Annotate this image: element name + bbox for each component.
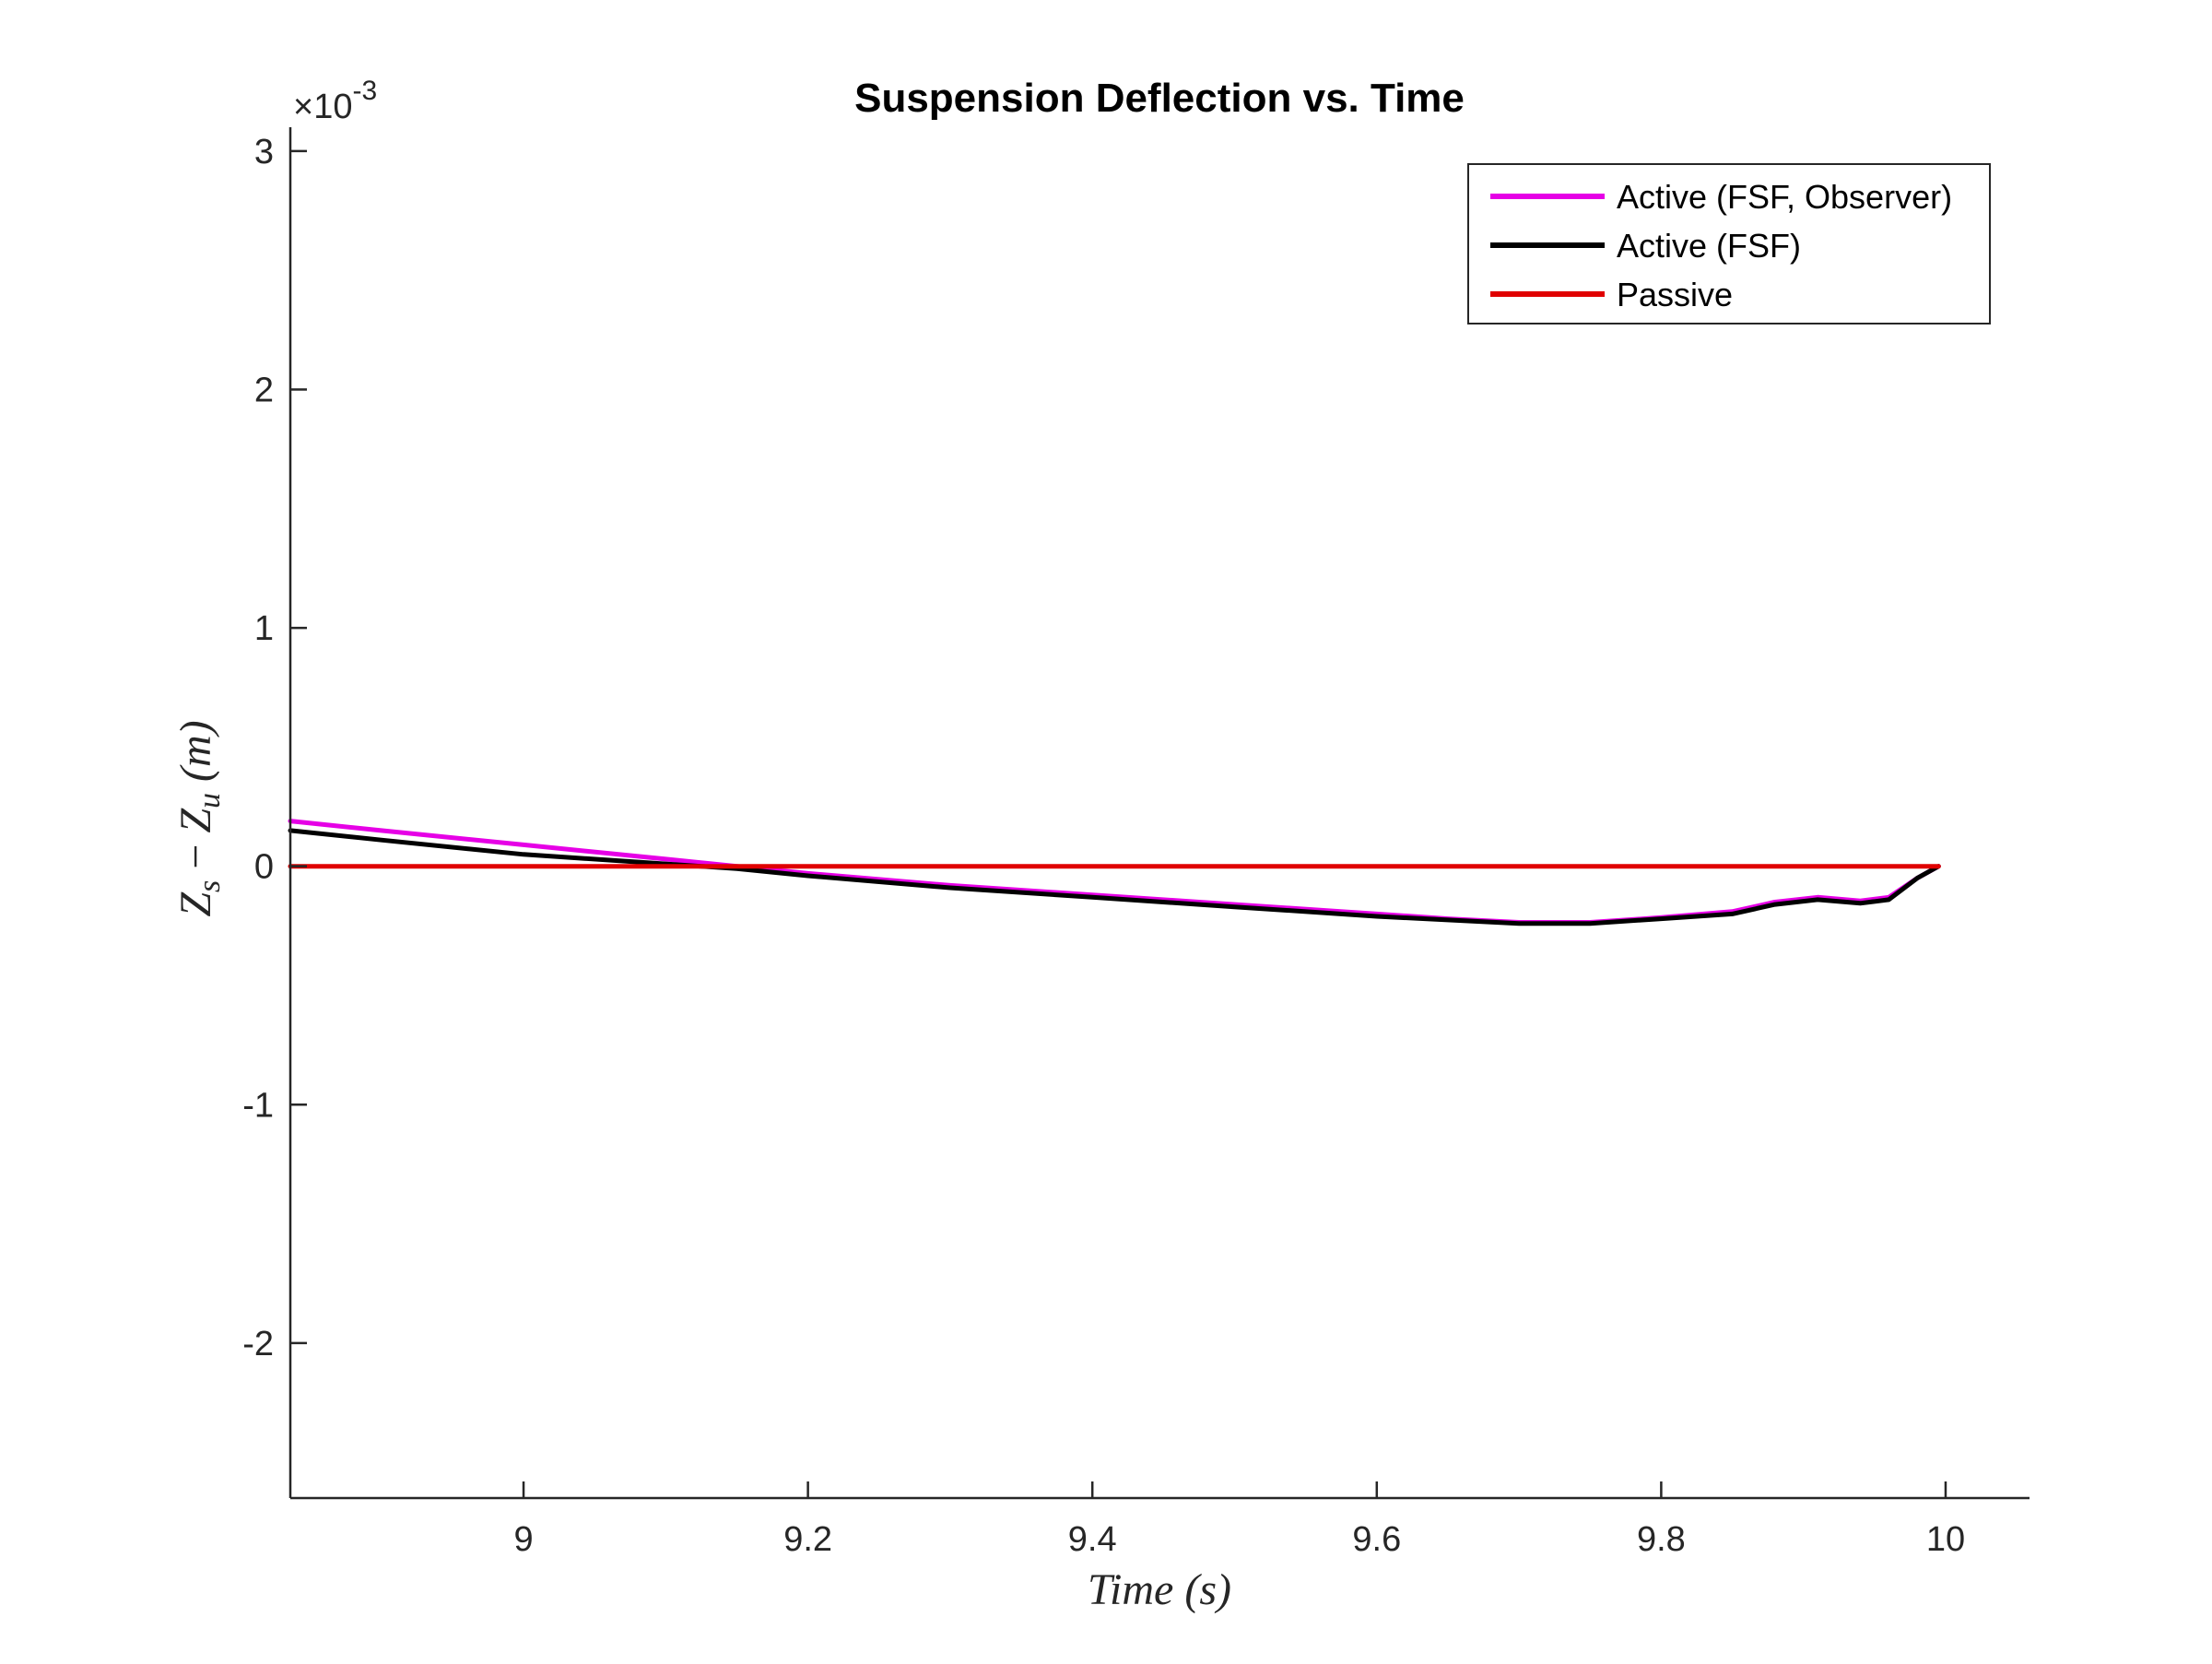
y-axis-label: Zs − Zu (m) (171, 720, 227, 916)
y-exponent: ×10-3 (293, 76, 377, 126)
y-exponent-prefix: ×10 (293, 88, 352, 126)
y-tick-label: 2 (254, 371, 274, 409)
y-label-z1: Z (171, 891, 220, 917)
y-tick-label: 0 (254, 848, 274, 887)
x-tick-label: 10 (1926, 1520, 1965, 1559)
x-tick-label: 9.2 (783, 1520, 832, 1559)
y-tick-label: 3 (254, 133, 274, 171)
y-exponent-power: -3 (352, 76, 377, 106)
x-axis-label: Time (s) (1088, 1565, 1231, 1614)
series-layer (288, 819, 1941, 926)
y-ticks: -2 -1 0 1 2 3 (242, 133, 307, 1363)
y-tick-label: -2 (242, 1325, 274, 1363)
legend-label-fsf: Active (FSF) (1617, 227, 1801, 265)
legend: Active (FSF, Observer) Active (FSF) Pass… (1467, 163, 1991, 325)
y-tick-label: -1 (242, 1086, 274, 1125)
x-tick-label: 9.8 (1637, 1520, 1686, 1559)
y-label-sub-s: s (193, 880, 227, 892)
y-label-minus: − (171, 833, 220, 880)
x-tick-label: 9.6 (1352, 1520, 1401, 1559)
y-label-z2: Z (171, 808, 220, 833)
legend-label-passive: Passive (1617, 276, 1733, 313)
x-ticks: 9 9.2 9.4 9.6 9.8 10 (513, 1481, 1965, 1559)
x-tick-label: 9 (513, 1520, 533, 1559)
y-tick-label: 1 (254, 609, 274, 648)
legend-label-observer: Active (FSF, Observer) (1617, 178, 1952, 216)
x-tick-label: 9.4 (1068, 1520, 1117, 1559)
y-label-unit: (m) (171, 720, 220, 793)
y-label-sub-u: u (193, 793, 227, 808)
plot-area (290, 127, 2030, 1498)
chart-title: Suspension Deflection vs. Time (854, 76, 1465, 121)
